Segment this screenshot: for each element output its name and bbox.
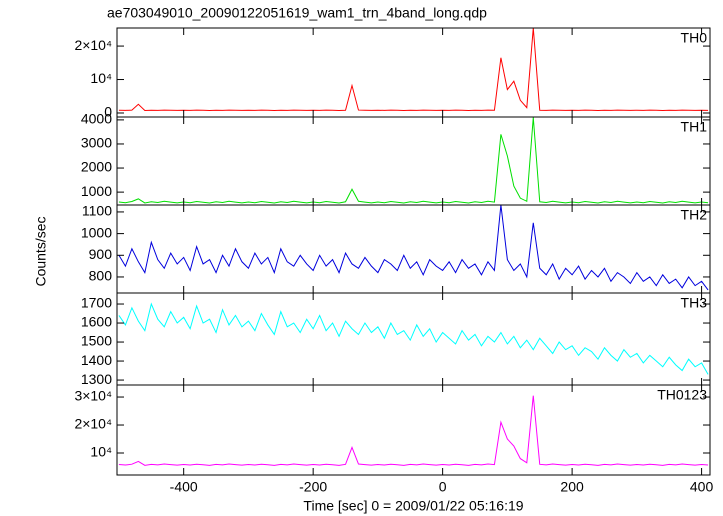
x-tick-label: -200 [299,479,327,495]
data-line [118,302,709,375]
data-line [118,395,709,466]
chart-title: ae703049010_20090122051619_wam1_trn_4ban… [107,5,487,21]
y-axis-label: Counts/sec [33,216,49,286]
panel-frame [116,116,711,206]
y-tick-label: 3×10⁴ [74,388,112,404]
y-tick-label: 1500 [81,333,112,349]
panel-label: TH1 [681,119,708,135]
y-tick-label: 4000 [81,111,112,127]
y-tick-label: 1000 [81,224,112,240]
y-tick-label: 3000 [81,135,112,151]
data-line [118,205,709,291]
y-tick-label: 10⁴ [90,444,112,460]
x-tick-label: -400 [170,479,198,495]
y-tick-label: 1600 [81,314,112,330]
y-tick-label: 1300 [81,371,112,387]
panel-frame [116,292,711,386]
panel-label: TH2 [681,207,708,223]
panel-frame [116,27,711,118]
y-tick-label: 2×10⁴ [74,416,112,432]
x-axis-label: Time [sec] 0 = 2009/01/22 05:16:19 [303,498,523,514]
y-tick-label: 800 [89,268,113,284]
y-tick-label: 1100 [82,203,112,219]
y-tick-label: 2000 [81,159,112,175]
panel-label: TH0123 [657,387,707,403]
x-tick-label: 0 [439,479,447,495]
panel-label: TH3 [681,295,708,311]
x-tick-label: 200 [560,479,584,495]
y-tick-label: 10⁴ [90,70,112,86]
panel-label: TH0 [681,30,708,46]
y-tick-label: 2×10⁴ [74,37,112,53]
panel: 800 900 1000 1100 TH2 [81,203,711,294]
panel: 0 10⁴ 2×10⁴ TH0 [74,27,711,120]
y-tick-label: 1000 [81,183,112,199]
data-line [118,117,709,204]
data-line [118,28,709,111]
panel-frame [116,384,711,476]
panel-frame [116,204,711,294]
y-tick-label: 1400 [81,352,112,368]
panel: 1300 1400 1500 1600 1700 TH3 [81,292,711,387]
y-tick-label: 1700 [81,295,112,311]
y-tick-label: 0 [104,104,112,120]
y-tick-label: 900 [89,246,113,262]
panel: 10⁴ 2×10⁴ 3×10⁴ -400 -200 0 200 400 TH0123 [74,384,714,495]
panel: 1000 2000 3000 4000 TH1 [81,111,711,206]
x-tick-label: 400 [690,479,714,495]
